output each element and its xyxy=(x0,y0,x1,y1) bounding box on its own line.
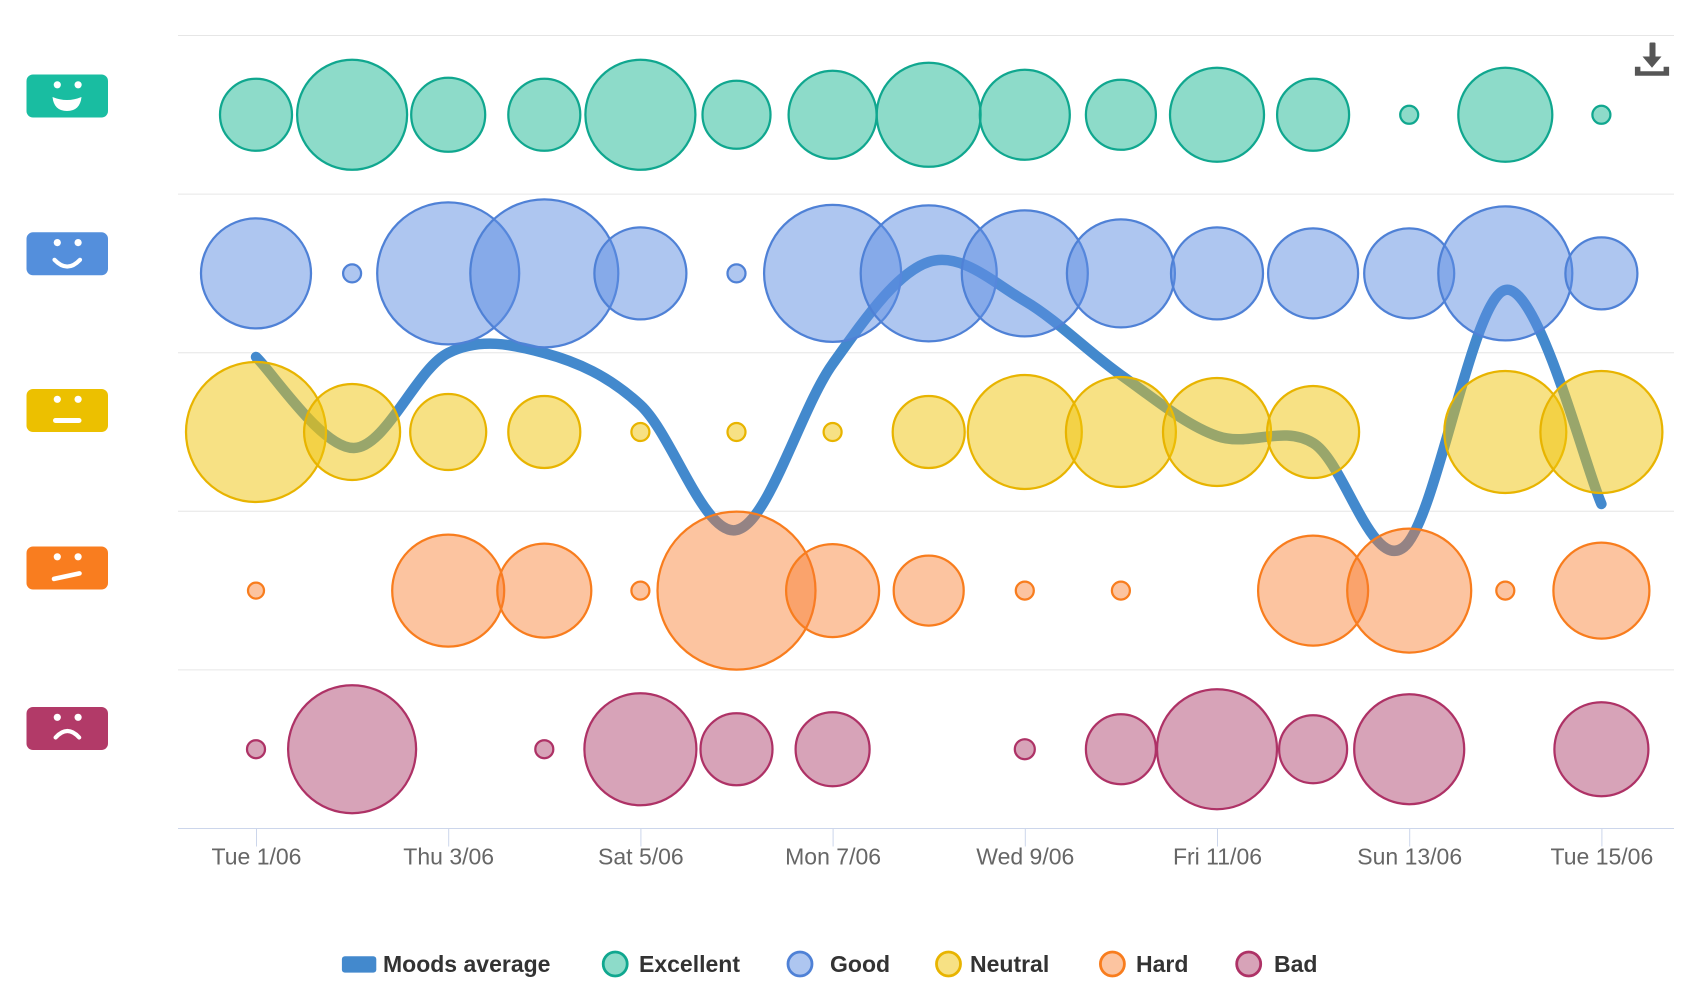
svg-text:Bad: Bad xyxy=(1274,951,1317,977)
svg-text:Hard: Hard xyxy=(1136,951,1188,977)
svg-text:Mon 7/06: Mon 7/06 xyxy=(785,844,881,870)
svg-text:Tue 15/06: Tue 15/06 xyxy=(1551,844,1654,870)
svg-text:Fri 11/06: Fri 11/06 xyxy=(1173,844,1262,870)
svg-text:Wed 9/06: Wed 9/06 xyxy=(976,844,1074,870)
svg-text:Good: Good xyxy=(830,951,890,977)
svg-text:Sat 5/06: Sat 5/06 xyxy=(598,844,684,870)
svg-text:Neutral: Neutral xyxy=(970,951,1049,977)
svg-text:Moods average: Moods average xyxy=(383,951,550,977)
svg-text:Sun 13/06: Sun 13/06 xyxy=(1357,844,1462,870)
svg-text:Excellent: Excellent xyxy=(639,951,740,977)
svg-text:Tue 1/06: Tue 1/06 xyxy=(212,844,302,870)
svg-text:Thu 3/06: Thu 3/06 xyxy=(403,844,494,870)
